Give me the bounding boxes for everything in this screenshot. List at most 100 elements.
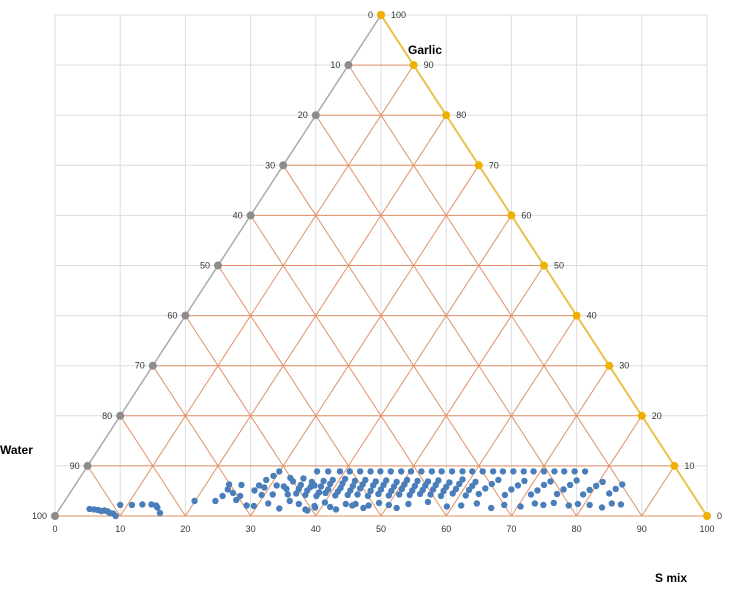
data-point xyxy=(499,468,507,475)
ternary-grid-line xyxy=(347,64,643,517)
data-point xyxy=(396,491,403,498)
data-point xyxy=(566,481,574,489)
data-point xyxy=(351,477,359,485)
data-point xyxy=(112,512,119,520)
data-point xyxy=(377,468,384,475)
data-point xyxy=(342,500,349,508)
left-tick-label: 40 xyxy=(233,210,243,220)
data-point xyxy=(573,477,580,484)
data-point xyxy=(311,504,319,511)
data-point xyxy=(375,499,383,507)
data-point xyxy=(385,501,393,509)
data-point xyxy=(459,476,466,483)
data-point xyxy=(606,490,613,497)
data-point xyxy=(276,505,283,512)
data-point xyxy=(520,468,527,475)
data-point xyxy=(540,468,548,475)
data-point xyxy=(456,480,463,488)
right-tick-label: 20 xyxy=(652,411,662,421)
data-point xyxy=(255,482,263,489)
data-point xyxy=(393,478,400,486)
left-axis-marker xyxy=(181,311,190,320)
data-point xyxy=(341,475,349,483)
data-point xyxy=(367,487,374,495)
data-point xyxy=(428,468,436,475)
ternary-grid-line xyxy=(641,465,675,517)
data-point xyxy=(289,478,297,485)
right-axis-marker xyxy=(637,411,646,420)
right-axis-marker xyxy=(507,211,516,220)
data-point xyxy=(320,477,327,485)
data-point xyxy=(612,485,619,493)
data-point xyxy=(531,500,539,507)
data-point xyxy=(514,482,522,489)
data-point xyxy=(488,480,496,488)
left-axis-marker xyxy=(311,111,320,120)
data-point xyxy=(236,492,244,500)
right-tick-label: 0 xyxy=(717,511,722,521)
left-tick-label: 0 xyxy=(368,10,373,20)
bottom-tick-label: 20 xyxy=(180,524,190,534)
data-point xyxy=(352,500,359,508)
bottom-tick-label: 80 xyxy=(572,524,582,534)
data-point xyxy=(561,468,568,475)
garlic-axis-label: Garlic xyxy=(408,43,442,57)
data-point xyxy=(329,476,336,484)
right-axis-marker xyxy=(442,111,451,120)
data-point xyxy=(219,492,226,500)
data-point xyxy=(443,503,451,510)
left-axis-marker xyxy=(279,161,288,170)
bottom-tick-label: 100 xyxy=(699,524,714,534)
right-tick-label: 70 xyxy=(489,160,499,170)
right-tick-label: 80 xyxy=(456,110,466,120)
left-tick-label: 30 xyxy=(265,160,275,170)
data-point xyxy=(551,468,558,475)
right-axis-marker xyxy=(703,512,711,520)
data-point xyxy=(295,500,303,508)
bottom-tick-label: 90 xyxy=(637,524,647,534)
data-point xyxy=(508,486,515,493)
ternary-grid-line xyxy=(87,465,121,517)
data-point xyxy=(414,477,421,485)
bottom-tick-label: 70 xyxy=(506,524,516,534)
data-point xyxy=(534,487,541,494)
right-axis-marker xyxy=(377,11,385,19)
right-tick-label: 60 xyxy=(521,210,531,220)
data-point xyxy=(510,468,517,475)
bottom-tick-label: 50 xyxy=(376,524,386,534)
data-point xyxy=(574,500,582,508)
data-point xyxy=(326,503,334,511)
smix-axis-label: S mix xyxy=(655,571,687,585)
data-point xyxy=(311,482,318,489)
data-point xyxy=(317,483,325,490)
data-point xyxy=(501,501,508,509)
data-point xyxy=(250,502,258,510)
left-axis-marker xyxy=(214,261,222,270)
data-point xyxy=(540,501,547,509)
data-point xyxy=(472,478,479,486)
data-point xyxy=(424,478,432,485)
data-point xyxy=(393,504,400,512)
right-tick-label: 40 xyxy=(587,311,597,321)
data-point xyxy=(527,491,535,498)
data-point xyxy=(362,476,369,484)
data-point xyxy=(154,504,161,511)
data-point xyxy=(324,468,332,475)
right-axis-marker xyxy=(572,311,581,320)
bottom-tick-label: 60 xyxy=(441,524,451,534)
data-point xyxy=(360,504,367,512)
data-point xyxy=(356,468,364,475)
data-point xyxy=(438,468,445,475)
data-point xyxy=(608,500,616,507)
data-point xyxy=(304,507,311,514)
data-point xyxy=(258,491,265,499)
data-point xyxy=(473,500,481,507)
data-point xyxy=(212,497,219,505)
data-point xyxy=(251,487,258,494)
left-tick-label: 70 xyxy=(135,361,145,371)
data-point xyxy=(224,486,231,493)
left-tick-label: 50 xyxy=(200,261,210,271)
data-point xyxy=(427,491,434,498)
